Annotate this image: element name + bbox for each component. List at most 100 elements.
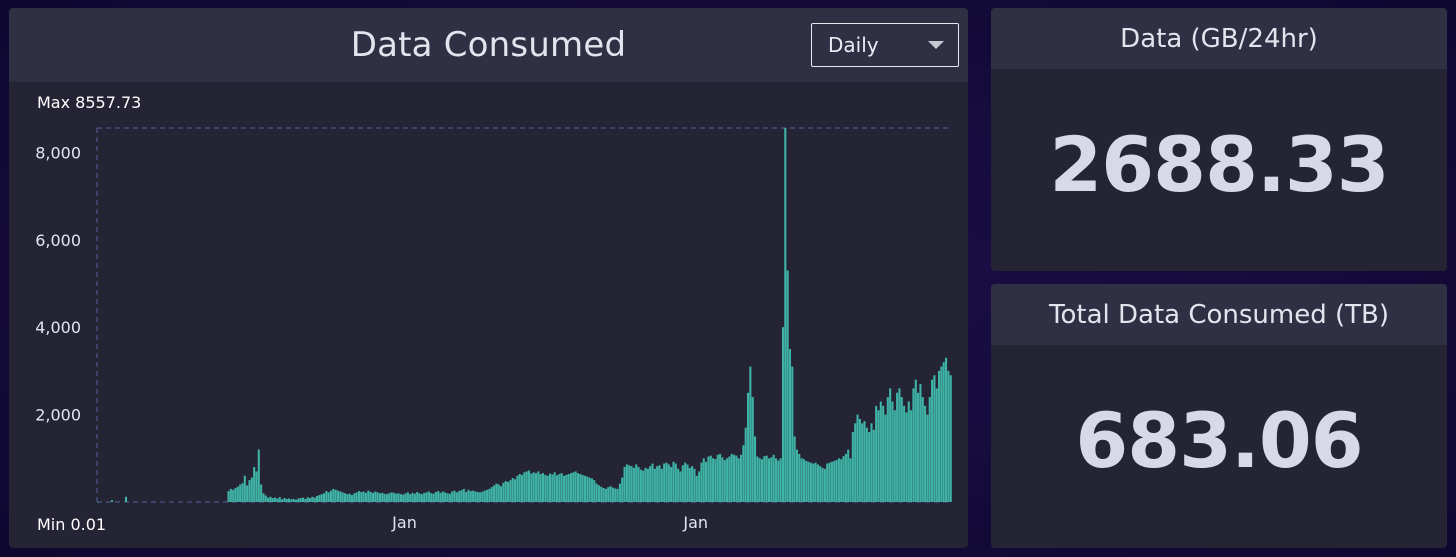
data-bar (346, 494, 349, 502)
data-bar (257, 449, 260, 502)
data-bar (791, 366, 794, 502)
data-bar (681, 465, 684, 502)
data-bar (579, 474, 582, 502)
data-bar (602, 488, 605, 502)
data-bar (639, 469, 642, 502)
data-bar (763, 456, 766, 502)
data-bar (935, 388, 938, 502)
data-bar (497, 484, 500, 502)
data-bar (406, 492, 409, 502)
data-bar (614, 488, 617, 502)
data-bar (309, 498, 312, 502)
data-bar (798, 453, 801, 502)
data-bar (632, 467, 635, 502)
data-bar (539, 474, 542, 502)
data-bar (809, 462, 812, 502)
data-bar (875, 405, 878, 502)
data-bar (236, 486, 239, 502)
data-bar (507, 481, 510, 502)
stat-value: 2688.33 (1049, 120, 1389, 209)
data-bar (886, 397, 889, 502)
data-bar (385, 494, 388, 502)
data-bar (551, 474, 554, 502)
data-bar (637, 467, 640, 502)
data-bar (427, 491, 430, 502)
data-bar (842, 456, 845, 502)
data-bar (823, 468, 826, 502)
data-bar (660, 468, 663, 502)
data-bar (495, 483, 498, 502)
interval-dropdown[interactable]: Daily (811, 23, 959, 67)
data-bar (691, 466, 694, 502)
data-bar (390, 492, 393, 502)
data-bar (735, 455, 738, 502)
data-bar (504, 481, 507, 502)
data-bar (882, 405, 885, 502)
data-bar (304, 498, 307, 502)
data-bar (658, 465, 661, 502)
data-bar (751, 397, 754, 502)
data-bar (271, 498, 274, 502)
data-bar (441, 491, 444, 502)
data-bar (865, 427, 868, 502)
data-bar (940, 366, 943, 502)
data-bar (341, 492, 344, 502)
data-bar (248, 480, 251, 502)
data-bar (481, 491, 484, 502)
data-bar (392, 492, 395, 502)
data-bar (621, 477, 624, 502)
data-bar (302, 497, 305, 502)
data-bar (446, 493, 449, 502)
data-bar (760, 459, 764, 502)
data-bar (770, 457, 773, 502)
data-bar (402, 494, 405, 502)
data-bar (530, 473, 533, 502)
data-bar (607, 487, 610, 502)
data-bar (858, 418, 861, 502)
data-bar (635, 464, 638, 502)
stat-value: 683.06 (1075, 396, 1363, 485)
data-bar (595, 483, 598, 502)
stat-label: Total Data Consumed (TB) (1049, 299, 1389, 330)
data-bar (124, 496, 128, 502)
data-bar (677, 468, 680, 502)
data-bar (767, 458, 771, 502)
data-bar (758, 458, 761, 502)
data-bar (437, 491, 440, 502)
data-bar (264, 495, 267, 502)
data-bar (348, 493, 351, 502)
data-bar (667, 464, 670, 502)
data-bar (628, 465, 631, 502)
data-bar (854, 423, 857, 502)
data-bar (702, 458, 705, 502)
data-bar (355, 492, 358, 502)
data-bar (274, 497, 277, 502)
data-bar (439, 492, 442, 502)
data-bar (490, 487, 493, 502)
y-tick-label: 8,000 (35, 143, 81, 162)
data-bar (651, 463, 654, 502)
data-bar (486, 489, 489, 502)
data-bar (518, 474, 521, 502)
data-bar (835, 460, 838, 502)
data-bar (924, 405, 927, 502)
data-bar (451, 491, 454, 502)
data-bar (232, 489, 235, 502)
data-bar (297, 498, 300, 502)
data-bar (891, 401, 894, 502)
data-bar (872, 429, 875, 502)
data-bar (532, 472, 535, 502)
data-bar (814, 462, 817, 502)
data-bar (788, 349, 792, 502)
data-bar (469, 491, 472, 502)
data-bar (360, 491, 363, 502)
chart-header: Data Consumed Daily (9, 8, 968, 82)
data-bar (229, 488, 232, 502)
data-bar (630, 466, 633, 502)
data-bar (281, 499, 284, 502)
data-bar (723, 460, 726, 502)
data-bar (511, 477, 514, 502)
data-bar (833, 460, 836, 502)
data-bar (269, 496, 272, 502)
data-bar (276, 498, 279, 502)
